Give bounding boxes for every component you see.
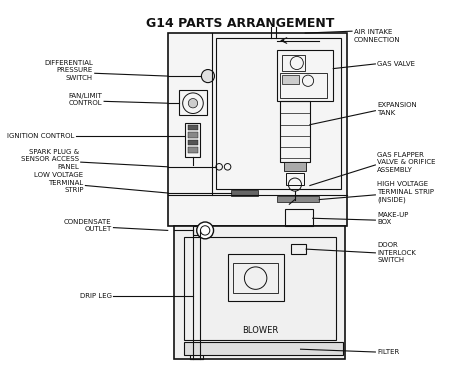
Text: FAN/LIMIT
CONTROL: FAN/LIMIT CONTROL — [68, 93, 102, 106]
Text: FILTER: FILTER — [377, 349, 400, 355]
Text: IGNITION CONTROL: IGNITION CONTROL — [7, 133, 74, 139]
Bar — [291, 244, 306, 254]
Text: CONDENSATE
OUTLET: CONDENSATE OUTLET — [64, 219, 111, 232]
Bar — [188, 147, 198, 153]
Bar — [282, 75, 299, 85]
Bar — [282, 54, 305, 71]
Circle shape — [197, 222, 213, 239]
Text: HIGH VOLTAGE
TERMINAL STRIP
(INSIDE): HIGH VOLTAGE TERMINAL STRIP (INSIDE) — [377, 181, 434, 203]
Text: SPARK PLUG &
SENSOR ACCESS
PANEL: SPARK PLUG & SENSOR ACCESS PANEL — [21, 149, 79, 170]
Bar — [190, 352, 203, 359]
Bar — [193, 226, 201, 235]
Bar — [188, 132, 198, 138]
Text: G14 PARTS ARRANGEMENT: G14 PARTS ARRANGEMENT — [146, 17, 335, 30]
Bar — [174, 226, 346, 359]
Bar — [183, 342, 342, 355]
Text: LOW VOLTAGE
TERMINAL
STRIP: LOW VOLTAGE TERMINAL STRIP — [34, 172, 83, 193]
Bar — [277, 50, 333, 102]
Bar — [188, 140, 198, 145]
Bar — [277, 196, 319, 202]
Bar — [185, 123, 201, 157]
Bar — [284, 209, 313, 226]
Bar — [227, 254, 284, 301]
Text: DOOR
INTERLOCK
SWITCH: DOOR INTERLOCK SWITCH — [377, 242, 416, 263]
Text: MAKE-UP
BOX: MAKE-UP BOX — [377, 212, 409, 225]
Bar — [280, 73, 327, 98]
Text: GAS FLAPPER
VALVE & ORIFICE
ASSEMBLY: GAS FLAPPER VALVE & ORIFICE ASSEMBLY — [377, 152, 436, 173]
Text: DRIP LEG: DRIP LEG — [80, 293, 111, 299]
Bar — [233, 263, 278, 293]
Bar — [231, 190, 257, 196]
Text: EXPANSION
TANK: EXPANSION TANK — [377, 102, 417, 115]
Circle shape — [202, 69, 214, 83]
Text: AIR INTAKE
CONNECTION: AIR INTAKE CONNECTION — [354, 29, 400, 43]
Bar — [285, 173, 304, 185]
Bar — [217, 38, 341, 189]
Text: DIFFERENTIAL
PRESSURE
SWITCH: DIFFERENTIAL PRESSURE SWITCH — [44, 60, 93, 81]
Circle shape — [188, 98, 198, 108]
Bar — [280, 102, 310, 162]
Bar — [183, 237, 336, 340]
Text: BLOWER: BLOWER — [242, 326, 279, 335]
Text: GAS VALVE: GAS VALVE — [377, 61, 415, 67]
Bar — [188, 125, 198, 130]
Bar — [179, 90, 207, 115]
Bar — [284, 162, 306, 171]
Bar — [168, 33, 347, 226]
